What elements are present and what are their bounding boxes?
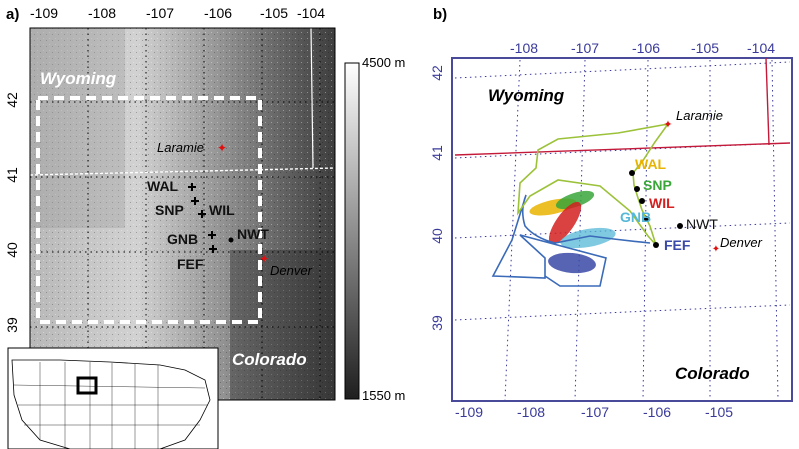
site-label-nwt: NWT [237,226,269,242]
lon-tick: -108 [510,40,539,56]
colorbar-max-label: 4500 m [362,55,406,70]
site-label-wil: WIL [649,195,675,211]
wil-footprint [548,201,582,245]
graticule [30,28,335,400]
fef-footprint [548,252,596,274]
lon-tick: -104 [297,5,326,21]
lon-tick: -108 [517,404,546,420]
lon-tick: -107 [146,5,175,21]
graticule [454,59,791,401]
site-markers [629,170,683,248]
state-label-wyoming: Wyoming [40,69,117,88]
lon-tick: -109 [455,404,484,420]
denver-marker: ✦ [259,252,269,266]
denver-marker: ✦ [712,244,720,255]
gnb-footprint [560,227,616,249]
inset-study-area-box [76,376,98,395]
site-label-wal: WAL [635,156,667,172]
laramie-marker: ✦ [663,119,672,131]
site-label-wil: WIL [209,202,235,218]
laramie-marker: ✦ [217,141,227,155]
panel-b-label: b) [433,6,448,23]
panel-a-label: a) [6,6,20,23]
city-label-denver: Denver [720,235,762,250]
colorbar-min-label: 1550 m [362,388,406,403]
city-label-laramie: Laramie [676,108,723,123]
lon-tick: -106 [643,404,672,420]
city-label-denver: Denver [270,263,312,278]
lon-tick: -108 [88,5,117,21]
state-label-colorado: Colorado [675,364,750,383]
state-border [454,142,791,156]
nwt-marker [228,237,234,243]
colorbar [344,62,360,400]
lon-tick: -105 [691,40,720,56]
site-label-snp: SNP [155,202,184,218]
state-border [29,167,336,176]
state-label-wyoming: Wyoming [488,86,565,105]
snp-footprint [555,190,595,210]
flight-track-green [517,123,669,246]
site-markers [188,183,217,253]
site-label-gnb: GNB [167,231,199,247]
city-label-laramie: Laramie [157,140,204,155]
lon-tick: -105 [705,404,734,420]
map-frame [451,57,793,402]
site-label-nwt: NWT [686,216,718,232]
state-label-colorado: Colorado [232,350,307,369]
terrain-map: ✦ ✦ [7,27,360,449]
site-label-fef: FEF [664,237,691,253]
lon-tick: -109 [30,5,59,21]
lon-tick: -106 [204,5,233,21]
lon-tick: -105 [260,5,289,21]
lon-tick: -104 [747,40,776,56]
lon-tick: -107 [581,404,610,420]
site-label-gnb: GNB [620,209,652,225]
site-label-snp: SNP [643,177,672,193]
lon-tick: -107 [571,40,600,56]
lon-tick: -106 [632,40,661,56]
site-label-fef: FEF [177,256,204,272]
flight-track-blue [491,194,651,287]
site-label-wal: WAL [147,178,179,194]
